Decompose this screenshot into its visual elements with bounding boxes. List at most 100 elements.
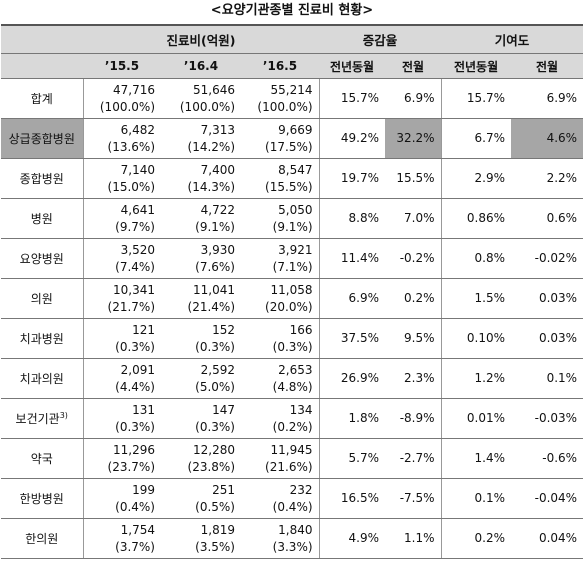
growth-cell: 32.2% [385, 118, 442, 159]
contrib-cell: 2.2% [511, 158, 584, 199]
cost-share: (14.3%) [187, 179, 235, 194]
contrib-cell: 0.04% [511, 518, 584, 559]
cost-share: (0.3%) [115, 339, 155, 354]
contrib-cell: -0.02% [511, 238, 584, 279]
growth-cell: -8.9% [385, 398, 442, 439]
cost-value: 2,091 [120, 362, 155, 377]
table-row: 합계 47,716 (100.0%) 51,646 (100.0%) 55,214 (100… [1, 78, 584, 119]
cost-share: (7.1%) [272, 259, 313, 274]
cost-cell: 152 (0.3%) [161, 318, 241, 359]
cost-cell: 134 (0.2%) [241, 398, 320, 439]
cost-share: (7.6%) [195, 259, 235, 274]
cost-share: (3.5%) [195, 539, 235, 554]
cost-value: 3,921 [278, 242, 313, 257]
row-label: 치과의원 [19, 372, 64, 386]
contrib-cell: 0.10% [440, 318, 512, 359]
growth-cell: -7.5% [385, 478, 442, 519]
cost-share: (13.6%) [107, 139, 155, 154]
cost-value: 199 [132, 482, 155, 497]
table-row: 한방병원 199 (0.4%) 251 (0.5%) 232 (0.4%) 16.5% -7.5… [1, 478, 584, 519]
cost-cell: 9,669 (17.5%) [241, 118, 320, 159]
table-row: 약국 11,296 (23.7%) 12,280 (23.8%) 11,945 (21.6%… [1, 438, 584, 479]
cost-value: 4,722 [200, 202, 235, 217]
contrib-cell: 1.5% [440, 278, 512, 319]
cost-cell: 121 (0.3%) [83, 318, 161, 359]
cost-cell: 7,400 (14.3%) [161, 158, 241, 199]
row-label: 약국 [30, 452, 53, 466]
cost-cell: 2,091 (4.4%) [83, 358, 161, 399]
cost-value: 3,930 [200, 242, 235, 257]
cost-share: (0.5%) [195, 499, 235, 514]
cost-cell: 11,296 (23.7%) [83, 438, 161, 479]
cost-value: 4,641 [120, 202, 155, 217]
row-label: 요양병원 [19, 252, 64, 266]
growth-cell: 1.1% [385, 518, 442, 559]
contrib-cell: 0.2% [440, 518, 512, 559]
cost-cell: 3,520 (7.4%) [83, 238, 161, 279]
cost-cell: 166 (0.3%) [241, 318, 320, 359]
contrib-cell: 6.9% [511, 78, 584, 119]
cost-cell: 2,592 (5.0%) [161, 358, 241, 399]
cost-table: 진료비(억원) 증감율 기여도 ’15.5’16.4’16.5 전년동월 전월 전년동월 전… [1, 24, 584, 559]
cost-share: (23.8%) [187, 459, 235, 474]
cost-share: (17.5%) [265, 139, 313, 154]
cost-value: 131 [132, 402, 155, 417]
contrib-cell: -0.04% [511, 478, 584, 519]
cost-cell: 147 (0.3%) [161, 398, 241, 439]
table-title: <요양기관종별 진료비 현황> [210, 3, 374, 18]
growth-cell: 2.3% [385, 358, 442, 399]
cost-cell: 5,050 (9.1%) [241, 198, 320, 239]
cost-share: (4.4%) [115, 379, 155, 394]
cost-share: (100.0%) [179, 99, 235, 114]
contrib-cell: 1.4% [440, 438, 512, 479]
header-sub: 전년동월 [319, 53, 386, 79]
cost-cell: 11,058 (20.0%) [241, 278, 320, 319]
growth-cell: 49.2% [318, 118, 386, 159]
cost-share: (100.0%) [99, 99, 155, 114]
cost-cell: 4,641 (9.7%) [83, 198, 161, 239]
contrib-cell: 0.1% [440, 478, 512, 519]
contrib-cell: 2.9% [440, 158, 512, 199]
header-sub: ’16.4 [161, 53, 241, 79]
cost-share: (23.7%) [107, 459, 155, 474]
row-label: 종합병원 [19, 172, 64, 186]
header-group: 기여도 [441, 24, 584, 54]
header-corner [1, 24, 83, 54]
cost-value: 47,716 [113, 82, 155, 97]
cost-cell: 2,653 (4.8%) [241, 358, 320, 399]
growth-cell: 26.9% [318, 358, 386, 399]
cost-cell: 6,482 (13.6%) [83, 118, 161, 159]
cost-share: (15.0%) [107, 179, 155, 194]
row-label: 한의원 [25, 532, 59, 546]
row-name: 치과의원 [1, 358, 84, 399]
row-label: 한방병원 [19, 492, 64, 506]
cost-cell: 7,313 (14.2%) [161, 118, 241, 159]
cost-value: 9,669 [278, 122, 313, 137]
contrib-cell: 0.01% [440, 398, 512, 439]
table-row: 상급종합병원 6,482 (13.6%) 7,313 (14.2%) 9,669 (17.5… [1, 118, 584, 159]
table-row: 병원 4,641 (9.7%) 4,722 (9.1%) 5,050 (9.1%) 8.8% 7… [1, 198, 584, 239]
cost-cell: 51,646 (100.0%) [161, 78, 241, 119]
cost-value: 7,313 [200, 122, 235, 137]
cost-share: (0.3%) [115, 419, 155, 434]
header-group: 진료비(억원) [83, 24, 320, 54]
cost-share: (5.0%) [195, 379, 235, 394]
contrib-cell: 15.7% [440, 78, 512, 119]
cost-value: 152 [212, 322, 235, 337]
cost-cell: 55,214 (100.0%) [241, 78, 320, 119]
table-row: 치과의원 2,091 (4.4%) 2,592 (5.0%) 2,653 (4.8%) 26.… [1, 358, 584, 399]
growth-cell: 37.5% [318, 318, 386, 359]
cost-value: 55,214 [270, 82, 313, 97]
growth-cell: 5.7% [318, 438, 386, 479]
cost-cell: 3,921 (7.1%) [241, 238, 320, 279]
contrib-cell: 0.03% [511, 278, 584, 319]
header-row: ’15.5’16.4’16.5 전년동월 전월 전년동월 전월 [1, 53, 584, 79]
growth-cell: 19.7% [318, 158, 386, 199]
cost-share: (9.1%) [195, 219, 235, 234]
cost-cell: 1,819 (3.5%) [161, 518, 241, 559]
cost-cell: 3,930 (7.6%) [161, 238, 241, 279]
cost-value: 11,041 [193, 282, 235, 297]
table-row: 보건기관3) 131 (0.3%) 147 (0.3%) 134 (0.2%) 1.8% -8.… [1, 398, 584, 439]
cost-cell: 10,341 (21.7%) [83, 278, 161, 319]
